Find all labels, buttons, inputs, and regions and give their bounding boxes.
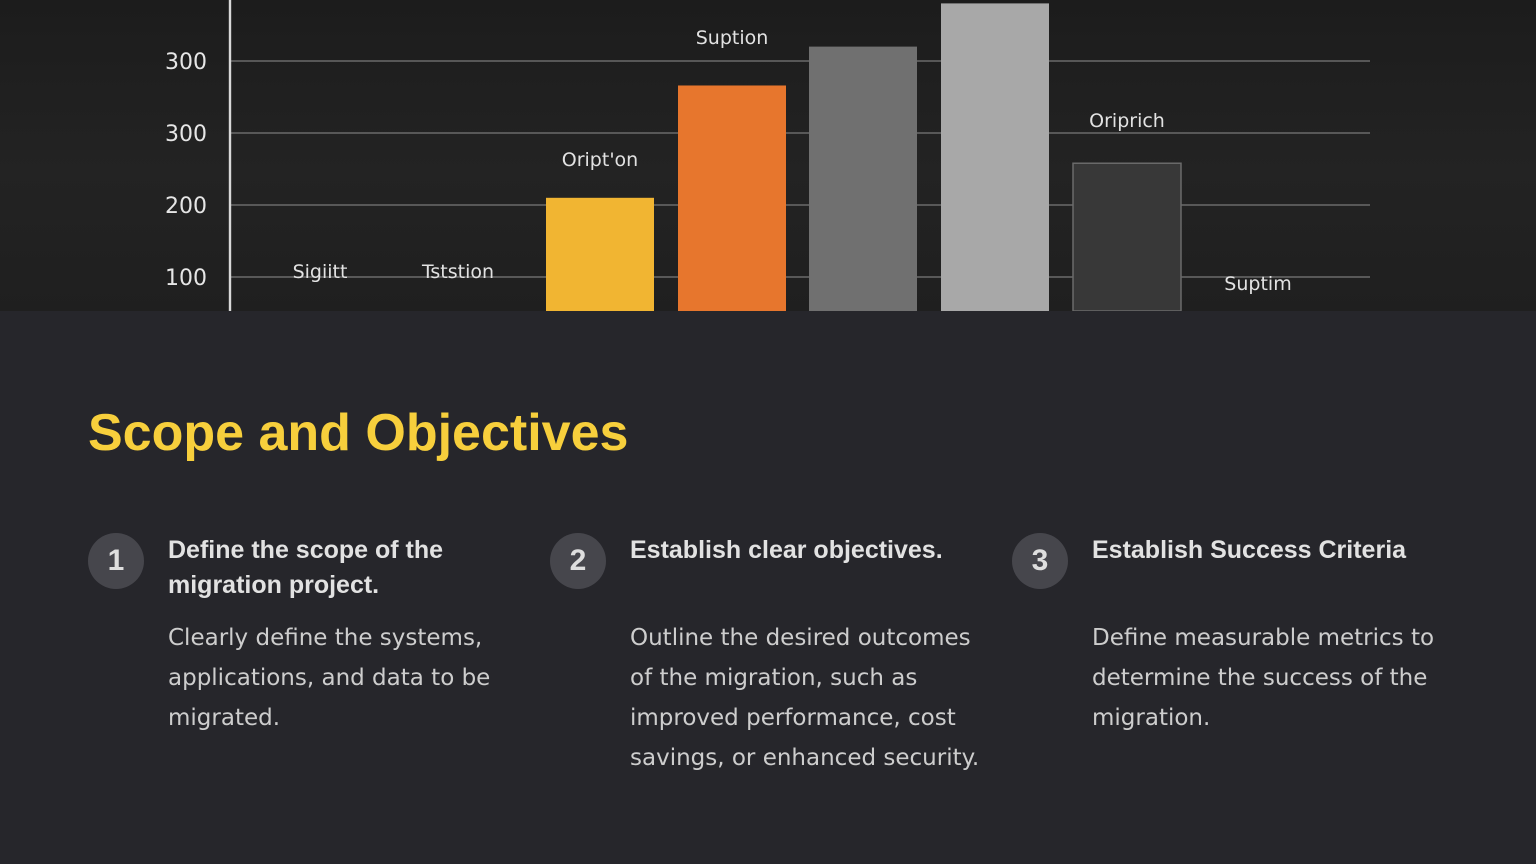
slide-title: Scope and Objectives: [88, 404, 629, 462]
chart-bar: [941, 3, 1049, 311]
step-2: 2 Establish clear objectives. Outline th…: [550, 533, 979, 793]
chart-bar: [678, 85, 786, 311]
bar-label: Oript'on: [562, 149, 638, 171]
step-number-badge: 2: [550, 533, 606, 589]
y-tick-label: 300: [165, 50, 207, 75]
step-description: Outline the desired outcomes of the migr…: [630, 625, 980, 771]
bar-label: Tststion: [421, 261, 494, 283]
bar-label: Oriprich: [1089, 110, 1165, 132]
y-tick-label: 100: [165, 266, 207, 291]
step-heading: Establish clear objectives.: [630, 536, 943, 564]
chart-bar: [1072, 162, 1182, 311]
bar-label: Suption: [696, 27, 769, 49]
step-3: 3 Establish Success Criteria Define meas…: [1012, 533, 1434, 793]
bar-label: Sigiitt: [293, 261, 348, 283]
bar-chart: 300 300 200 100 Sigiitt Tststion Oript'on Supti…: [165, 0, 1370, 311]
y-tick-label: 200: [165, 194, 207, 219]
step-number-badge: 3: [1012, 533, 1068, 589]
step-description: Clearly define the systems, applications…: [168, 625, 491, 731]
step-1: 1 Define the scope of the migration proj…: [88, 533, 508, 793]
bar-label: Suptim: [1224, 273, 1291, 295]
chart-bar: [546, 197, 654, 311]
step-number-badge: 1: [88, 533, 144, 589]
step-heading: Establish Success Criteria: [1092, 536, 1407, 564]
step-description: Define measurable metrics to determine t…: [1092, 625, 1435, 731]
chart-bar: [809, 46, 917, 311]
chart-banner: 300 300 200 100 Sigiitt Tststion Oript'on Supti…: [0, 0, 1536, 311]
step-heading: Define the scope of the migration projec…: [168, 536, 444, 599]
y-tick-label: 300: [165, 122, 207, 147]
